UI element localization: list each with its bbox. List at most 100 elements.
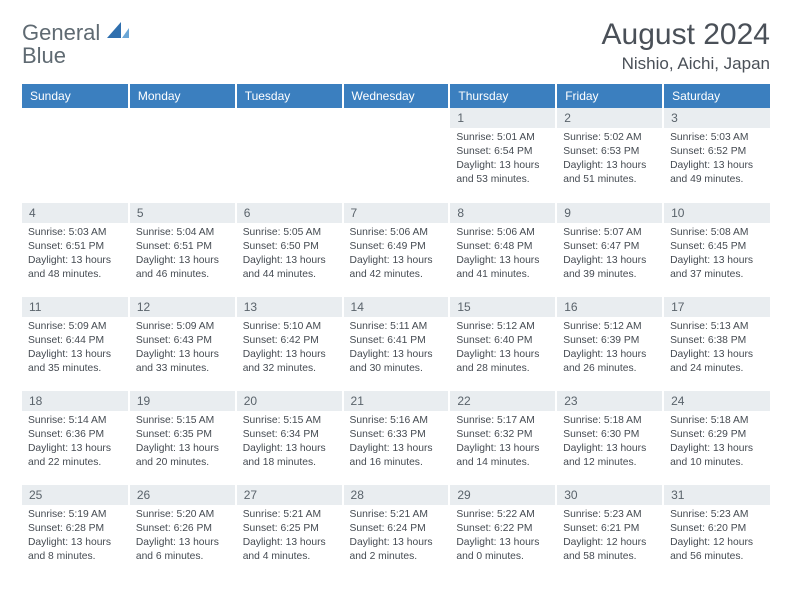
day-content: Sunrise: 5:23 AMSunset: 6:21 PMDaylight:… xyxy=(557,505,662,568)
day-number xyxy=(237,108,342,128)
day-number: 31 xyxy=(664,485,770,505)
day-number: 14 xyxy=(344,297,449,317)
day-number: 24 xyxy=(664,391,770,411)
calendar-page: General Blue August 2024 Nishio, Aichi, … xyxy=(0,0,792,589)
weekday-header: Monday xyxy=(129,84,236,108)
calendar-day-cell: 26Sunrise: 5:20 AMSunset: 6:26 PMDayligh… xyxy=(129,484,236,578)
weekday-header: Sunday xyxy=(22,84,129,108)
calendar-day-cell: 10Sunrise: 5:08 AMSunset: 6:45 PMDayligh… xyxy=(663,202,770,296)
day-number: 23 xyxy=(557,391,662,411)
day-number: 1 xyxy=(450,108,555,128)
day-content: Sunrise: 5:18 AMSunset: 6:29 PMDaylight:… xyxy=(664,411,770,474)
day-content: Sunrise: 5:01 AMSunset: 6:54 PMDaylight:… xyxy=(450,128,555,191)
calendar-day-cell: 31Sunrise: 5:23 AMSunset: 6:20 PMDayligh… xyxy=(663,484,770,578)
day-number: 3 xyxy=(664,108,770,128)
weekday-header: Wednesday xyxy=(343,84,450,108)
calendar-day-cell: 23Sunrise: 5:18 AMSunset: 6:30 PMDayligh… xyxy=(556,390,663,484)
day-content: Sunrise: 5:17 AMSunset: 6:32 PMDaylight:… xyxy=(450,411,555,474)
day-content: Sunrise: 5:13 AMSunset: 6:38 PMDaylight:… xyxy=(664,317,770,380)
day-content: Sunrise: 5:15 AMSunset: 6:35 PMDaylight:… xyxy=(130,411,235,474)
calendar-header-row: SundayMondayTuesdayWednesdayThursdayFrid… xyxy=(22,84,770,108)
day-content: Sunrise: 5:12 AMSunset: 6:39 PMDaylight:… xyxy=(557,317,662,380)
calendar-day-cell: 2Sunrise: 5:02 AMSunset: 6:53 PMDaylight… xyxy=(556,108,663,202)
title-block: August 2024 Nishio, Aichi, Japan xyxy=(602,18,770,74)
calendar-day-cell: 11Sunrise: 5:09 AMSunset: 6:44 PMDayligh… xyxy=(22,296,129,390)
calendar-day-cell: 16Sunrise: 5:12 AMSunset: 6:39 PMDayligh… xyxy=(556,296,663,390)
day-number: 27 xyxy=(237,485,342,505)
day-content: Sunrise: 5:03 AMSunset: 6:51 PMDaylight:… xyxy=(22,223,128,286)
day-content: Sunrise: 5:08 AMSunset: 6:45 PMDaylight:… xyxy=(664,223,770,286)
calendar-week-row: 11Sunrise: 5:09 AMSunset: 6:44 PMDayligh… xyxy=(22,296,770,390)
day-number: 22 xyxy=(450,391,555,411)
calendar-week-row: 4Sunrise: 5:03 AMSunset: 6:51 PMDaylight… xyxy=(22,202,770,296)
day-number: 8 xyxy=(450,203,555,223)
logo-sail-icon xyxy=(107,27,129,44)
calendar-day-cell: 27Sunrise: 5:21 AMSunset: 6:25 PMDayligh… xyxy=(236,484,343,578)
day-content: Sunrise: 5:18 AMSunset: 6:30 PMDaylight:… xyxy=(557,411,662,474)
weekday-header: Saturday xyxy=(663,84,770,108)
calendar-day-cell xyxy=(236,108,343,202)
calendar-body: 1Sunrise: 5:01 AMSunset: 6:54 PMDaylight… xyxy=(22,108,770,578)
day-number: 11 xyxy=(22,297,128,317)
day-number: 28 xyxy=(344,485,449,505)
day-number: 26 xyxy=(130,485,235,505)
logo-text-2: Blue xyxy=(22,43,66,68)
day-number: 4 xyxy=(22,203,128,223)
calendar-day-cell: 17Sunrise: 5:13 AMSunset: 6:38 PMDayligh… xyxy=(663,296,770,390)
calendar-day-cell: 14Sunrise: 5:11 AMSunset: 6:41 PMDayligh… xyxy=(343,296,450,390)
calendar-day-cell xyxy=(22,108,129,202)
day-number: 20 xyxy=(237,391,342,411)
day-number: 29 xyxy=(450,485,555,505)
calendar-day-cell: 21Sunrise: 5:16 AMSunset: 6:33 PMDayligh… xyxy=(343,390,450,484)
calendar-day-cell: 22Sunrise: 5:17 AMSunset: 6:32 PMDayligh… xyxy=(449,390,556,484)
calendar-day-cell: 24Sunrise: 5:18 AMSunset: 6:29 PMDayligh… xyxy=(663,390,770,484)
calendar-day-cell: 4Sunrise: 5:03 AMSunset: 6:51 PMDaylight… xyxy=(22,202,129,296)
day-content: Sunrise: 5:20 AMSunset: 6:26 PMDaylight:… xyxy=(130,505,235,568)
calendar-day-cell: 5Sunrise: 5:04 AMSunset: 6:51 PMDaylight… xyxy=(129,202,236,296)
day-content: Sunrise: 5:21 AMSunset: 6:25 PMDaylight:… xyxy=(237,505,342,568)
day-content: Sunrise: 5:09 AMSunset: 6:43 PMDaylight:… xyxy=(130,317,235,380)
day-number: 17 xyxy=(664,297,770,317)
calendar-week-row: 1Sunrise: 5:01 AMSunset: 6:54 PMDaylight… xyxy=(22,108,770,202)
calendar-table: SundayMondayTuesdayWednesdayThursdayFrid… xyxy=(22,84,770,579)
day-number: 2 xyxy=(557,108,662,128)
location: Nishio, Aichi, Japan xyxy=(602,54,770,74)
calendar-day-cell: 13Sunrise: 5:10 AMSunset: 6:42 PMDayligh… xyxy=(236,296,343,390)
calendar-day-cell: 30Sunrise: 5:23 AMSunset: 6:21 PMDayligh… xyxy=(556,484,663,578)
day-number: 18 xyxy=(22,391,128,411)
day-content: Sunrise: 5:12 AMSunset: 6:40 PMDaylight:… xyxy=(450,317,555,380)
calendar-week-row: 18Sunrise: 5:14 AMSunset: 6:36 PMDayligh… xyxy=(22,390,770,484)
day-number: 30 xyxy=(557,485,662,505)
weekday-header: Thursday xyxy=(449,84,556,108)
day-number: 16 xyxy=(557,297,662,317)
day-number: 25 xyxy=(22,485,128,505)
day-content: Sunrise: 5:22 AMSunset: 6:22 PMDaylight:… xyxy=(450,505,555,568)
day-content: Sunrise: 5:19 AMSunset: 6:28 PMDaylight:… xyxy=(22,505,128,568)
day-content: Sunrise: 5:14 AMSunset: 6:36 PMDaylight:… xyxy=(22,411,128,474)
calendar-day-cell xyxy=(129,108,236,202)
day-number: 21 xyxy=(344,391,449,411)
calendar-day-cell: 8Sunrise: 5:06 AMSunset: 6:48 PMDaylight… xyxy=(449,202,556,296)
day-number: 5 xyxy=(130,203,235,223)
day-number: 7 xyxy=(344,203,449,223)
day-content: Sunrise: 5:05 AMSunset: 6:50 PMDaylight:… xyxy=(237,223,342,286)
day-content: Sunrise: 5:03 AMSunset: 6:52 PMDaylight:… xyxy=(664,128,770,191)
day-content: Sunrise: 5:23 AMSunset: 6:20 PMDaylight:… xyxy=(664,505,770,568)
calendar-day-cell: 28Sunrise: 5:21 AMSunset: 6:24 PMDayligh… xyxy=(343,484,450,578)
weekday-header: Friday xyxy=(556,84,663,108)
day-content: Sunrise: 5:02 AMSunset: 6:53 PMDaylight:… xyxy=(557,128,662,191)
day-content: Sunrise: 5:10 AMSunset: 6:42 PMDaylight:… xyxy=(237,317,342,380)
calendar-day-cell: 1Sunrise: 5:01 AMSunset: 6:54 PMDaylight… xyxy=(449,108,556,202)
day-number: 15 xyxy=(450,297,555,317)
day-number: 6 xyxy=(237,203,342,223)
calendar-day-cell: 12Sunrise: 5:09 AMSunset: 6:43 PMDayligh… xyxy=(129,296,236,390)
header: General Blue August 2024 Nishio, Aichi, … xyxy=(22,18,770,74)
calendar-day-cell: 7Sunrise: 5:06 AMSunset: 6:49 PMDaylight… xyxy=(343,202,450,296)
day-number: 13 xyxy=(237,297,342,317)
day-content: Sunrise: 5:11 AMSunset: 6:41 PMDaylight:… xyxy=(344,317,449,380)
calendar-day-cell: 15Sunrise: 5:12 AMSunset: 6:40 PMDayligh… xyxy=(449,296,556,390)
day-number: 19 xyxy=(130,391,235,411)
day-number xyxy=(344,108,449,128)
day-content: Sunrise: 5:06 AMSunset: 6:49 PMDaylight:… xyxy=(344,223,449,286)
calendar-week-row: 25Sunrise: 5:19 AMSunset: 6:28 PMDayligh… xyxy=(22,484,770,578)
